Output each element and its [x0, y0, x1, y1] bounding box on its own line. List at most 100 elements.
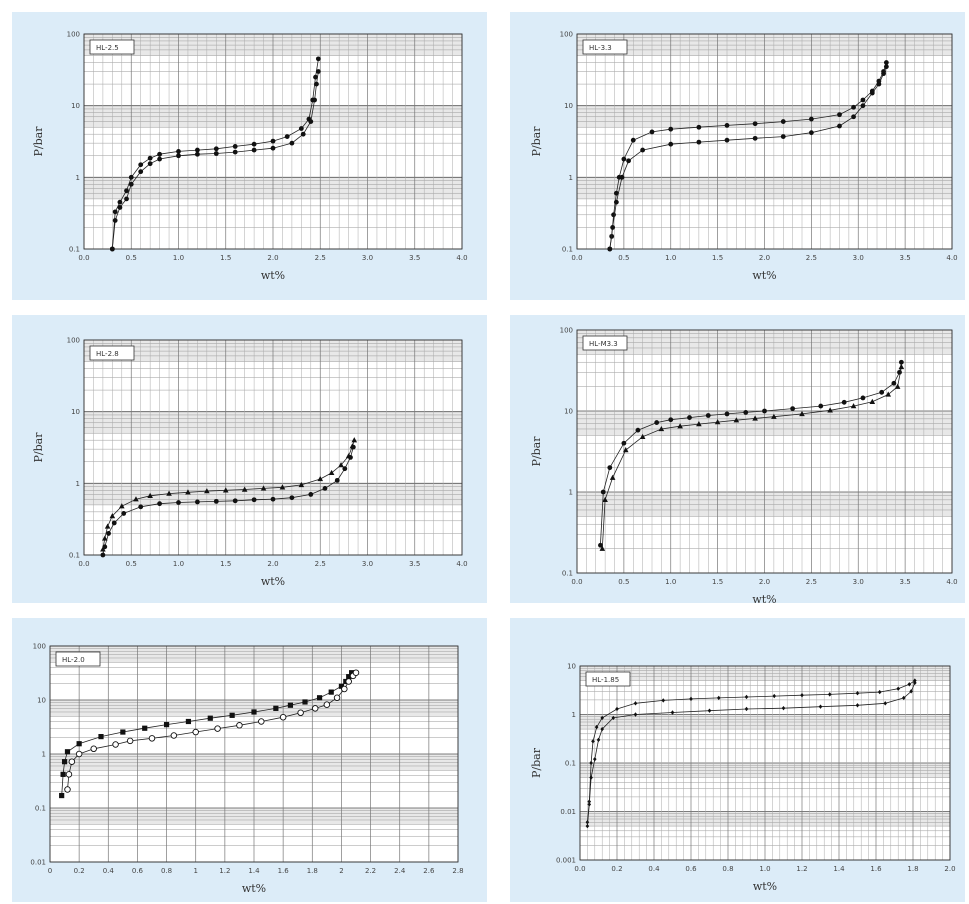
x-tick-label: 3.0: [853, 578, 864, 586]
data-point: [668, 141, 674, 147]
data-point: [147, 492, 153, 498]
data-point: [102, 544, 108, 550]
data-point: [611, 715, 616, 721]
plot-frame: [576, 329, 953, 574]
data-point: [611, 212, 616, 218]
data-point: [185, 718, 192, 725]
data-point: [621, 440, 627, 446]
data-point: [138, 162, 144, 168]
chart-svg: 0 0.2 0.4 0.6 0.8 1 1.2 1.4 1.6 1.8 2 2.2 2.4 2.6 2.8 0…: [30, 643, 463, 896]
x-tick-label: 4.0: [456, 560, 467, 568]
data-point: [192, 728, 199, 736]
x-tick-label: 2.0: [759, 254, 770, 262]
data-point: [112, 218, 118, 223]
data-point: [352, 669, 360, 676]
x-tick-label: 2: [339, 867, 343, 875]
data-point: [613, 190, 619, 196]
data-point: [860, 103, 866, 109]
x-tick-label: 1.4: [833, 865, 845, 873]
x-tick-label: 0.6: [132, 867, 144, 875]
data-point: [591, 739, 595, 744]
data-point: [284, 134, 290, 140]
y-tick-label: 0.01: [30, 859, 46, 867]
gridlines: [49, 645, 459, 863]
series-line: [600, 362, 902, 546]
plot-frame: [83, 339, 463, 556]
y-axis-title: P/bar: [32, 126, 45, 157]
data-point: [314, 81, 319, 87]
gridlines: [83, 33, 463, 250]
plot-frame: [576, 33, 953, 250]
data-point: [762, 408, 767, 414]
data-point: [894, 383, 901, 389]
x-tick-label: 1.2: [796, 865, 807, 873]
x-tick-label: 3.5: [900, 254, 911, 262]
data-point: [827, 692, 832, 697]
x-tick-label: 3.0: [362, 254, 373, 262]
y-tick-label: 10: [564, 102, 573, 110]
data-point: [752, 121, 758, 127]
data-point: [117, 205, 123, 210]
data-point: [607, 465, 613, 471]
series-line: [67, 672, 357, 790]
data-point: [106, 531, 111, 536]
data-point: [176, 500, 181, 505]
data-point: [311, 705, 319, 712]
data-point: [649, 129, 655, 135]
data-point: [808, 116, 814, 122]
y-tick-label: 1: [76, 480, 80, 488]
y-axis-title: P/bar: [530, 747, 543, 778]
data-point: [598, 542, 603, 548]
data-point: [705, 413, 711, 418]
y-tick-label: 10: [564, 408, 573, 416]
data-point: [808, 130, 814, 136]
data-point: [342, 466, 348, 472]
y-tick-label: 1: [572, 711, 576, 719]
chart-panel-hl-m3-3: 0.0 0.5 1.0 1.5 2.0 2.5 3.0 3.5 4.0 0.1 1 10 100 wt% P…: [510, 315, 965, 603]
data-point: [236, 722, 243, 729]
data-point: [338, 462, 344, 468]
data-point: [607, 246, 613, 252]
x-tick-label: 3.5: [409, 560, 420, 568]
y-tick-label: 0.1: [69, 246, 80, 254]
data-point: [897, 369, 902, 375]
plot-frame: [579, 665, 951, 861]
data-point: [241, 486, 248, 492]
x-tick-label: 0.0: [574, 865, 585, 873]
data-point: [279, 484, 286, 490]
sample-label: HL-2.5: [96, 44, 119, 52]
data-point: [273, 705, 279, 711]
data-point: [147, 161, 153, 167]
gridlines: [576, 329, 953, 574]
data-point: [260, 485, 267, 491]
x-tick-label: 2.5: [806, 578, 817, 586]
x-tick-label: 0.5: [618, 578, 629, 586]
gridlines: [576, 33, 953, 250]
data-point: [232, 149, 238, 155]
data-point: [297, 709, 304, 717]
data-point: [600, 726, 604, 732]
y-axis-title: P/bar: [530, 436, 543, 467]
chart-panel-hl-2-8: 0.0 0.5 1.0 1.5 2.0 2.5 3.0 3.5 4.0 0.1 1 10 100 wt% P…: [12, 315, 487, 603]
chart-svg: 0.0 0.5 1.0 1.5 2.0 2.5 3.0 3.5 4.0 0.1 1 10 100 wt% P…: [32, 337, 468, 589]
data-point: [270, 145, 276, 151]
data-point: [128, 181, 134, 187]
chart-panel-hl-2-0: 0 0.2 0.4 0.6 0.8 1 1.2 1.4 1.6 1.8 2 2.2 2.4 2.6 2.8 0…: [12, 618, 487, 902]
x-tick-label: 2.0: [759, 578, 770, 586]
y-axis-title: P/bar: [530, 126, 543, 157]
data-point: [157, 501, 163, 507]
data-point: [851, 104, 856, 110]
data-point: [128, 174, 134, 180]
y-tick-label: 1: [42, 751, 46, 759]
data-point: [163, 722, 170, 728]
data-point: [300, 131, 306, 137]
data-point: [881, 71, 886, 77]
data-point: [877, 689, 882, 695]
data-point: [876, 81, 882, 87]
series-2: [100, 444, 356, 558]
x-tick-label: 0.5: [126, 254, 137, 262]
x-tick-label: 0.8: [161, 867, 172, 875]
data-point: [251, 141, 257, 147]
data-point: [338, 683, 345, 689]
data-point: [349, 670, 355, 676]
